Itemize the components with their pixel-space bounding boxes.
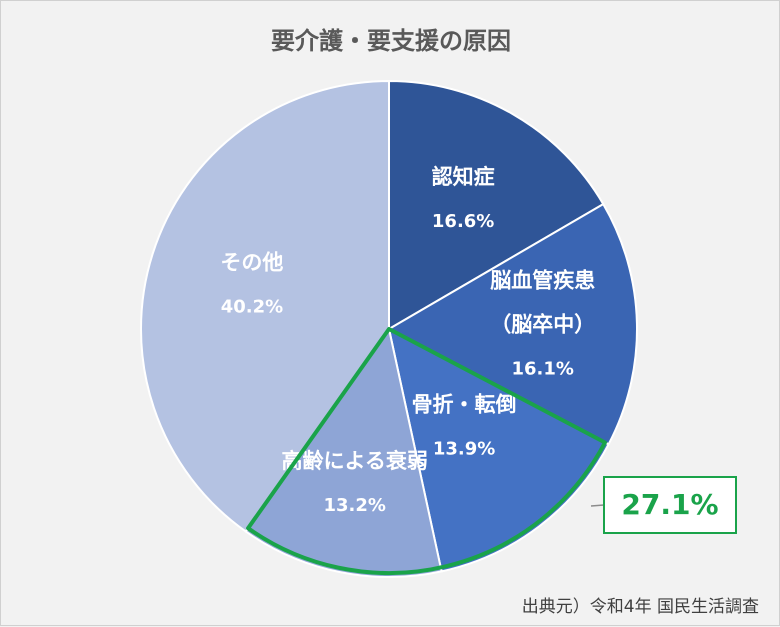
slice-value-label-0: 16.6% — [432, 211, 494, 232]
callout-box — [603, 476, 737, 534]
slice-name-label-3: 高齢による衰弱 — [282, 449, 428, 473]
slice-name-label-1: （脳卒中） — [490, 313, 595, 337]
callout-connector — [590, 504, 605, 507]
slice-name-label-2: 骨折・転倒 — [412, 393, 517, 417]
slice-value-label-4: 40.2% — [221, 296, 283, 317]
chart-title: 要介護・要支援の原因 — [271, 27, 511, 55]
pie-slice-1 — [386, 202, 638, 446]
source-note: 出典元）令和4年 国民生活調査 — [521, 597, 759, 617]
slice-value-label-1: 16.1% — [511, 359, 573, 380]
slice-value-label-2: 13.9% — [433, 439, 495, 460]
slice-name-label-1: 脳血管疾患 — [490, 269, 595, 293]
pie-slice-4 — [140, 79, 390, 533]
pie-slice-0 — [388, 79, 605, 331]
slice-value-label-3: 13.2% — [324, 495, 386, 516]
callout-value: 27.1% — [621, 488, 718, 521]
highlight-outline — [246, 327, 607, 575]
slice-name-label-4: その他 — [220, 250, 283, 274]
slice-name-label-0: 認知症 — [432, 165, 495, 189]
pie-slice-3 — [244, 326, 443, 578]
